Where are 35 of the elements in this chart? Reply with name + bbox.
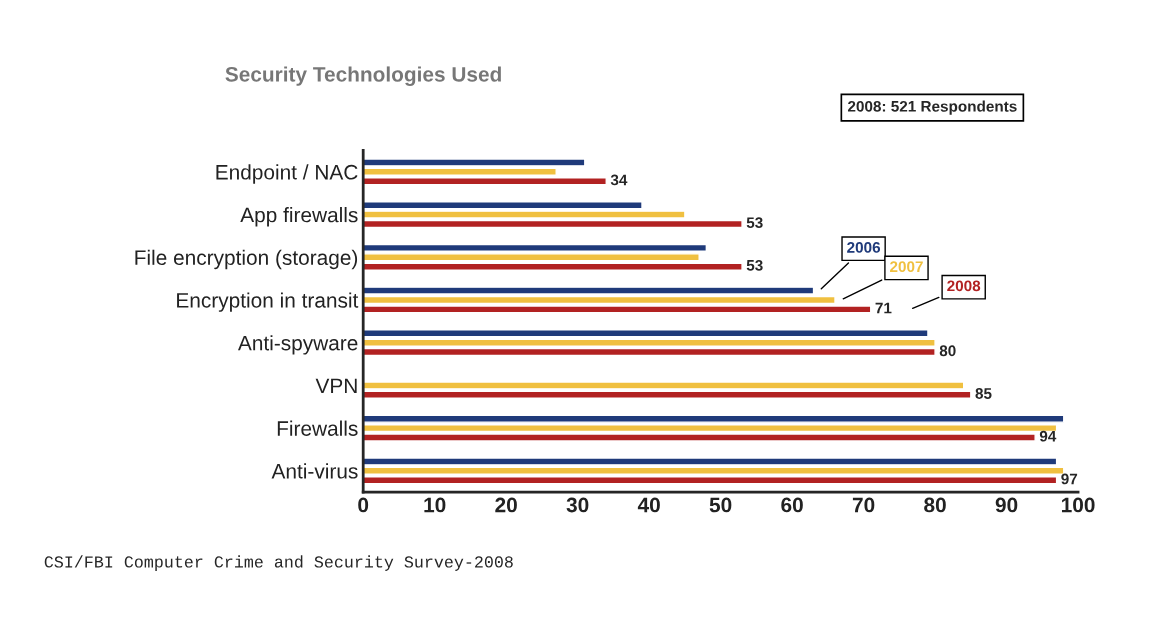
data-label: 34 (610, 174, 628, 186)
data-label: 53 (746, 217, 763, 229)
y-tick-label: Endpoint / NAC (216, 164, 358, 184)
data-label: 97 (1061, 473, 1078, 485)
x-tick-label: 0 (358, 497, 369, 513)
text: 2008 (947, 280, 981, 292)
x-tick-label: 10 (424, 497, 446, 513)
text: 2006 (847, 242, 881, 253)
text: 2008: 521 Respondents (847, 100, 1017, 115)
x-tick-label: 90 (995, 497, 1018, 513)
text: 2007 (890, 261, 923, 273)
x-tick-label: 80 (924, 497, 946, 513)
x-tick-label: 70 (852, 497, 875, 513)
data-label: 94 (1039, 430, 1057, 442)
x-tick-label: 60 (781, 497, 803, 513)
x-tick-label: 100 (1061, 497, 1095, 513)
x-tick-label: 30 (566, 497, 589, 513)
y-tick-label: Anti-virus (271, 463, 358, 479)
y-tick-label: File encryption (storage) (135, 249, 358, 270)
x-tick-label: 40 (637, 497, 660, 513)
x-tick-label: 20 (495, 497, 517, 513)
x-tick-label: 50 (709, 497, 732, 513)
data-label: 71 (875, 302, 892, 314)
bar (363, 329, 929, 338)
bar (363, 262, 743, 271)
y-tick-label: Encryption in transit (177, 292, 359, 312)
y-tick-label: Anti-spyware (237, 335, 358, 355)
y-tick-label: VPN (315, 378, 357, 393)
data-label: 53 (746, 259, 763, 271)
text: CSI/FBI Computer Crime and Security Survey-2008 (44, 555, 513, 571)
data-label: 80 (939, 345, 956, 357)
y-tick-label: App firewalls (240, 207, 358, 227)
y-tick-label: Firewalls (277, 420, 358, 436)
data-label: 85 (975, 388, 992, 399)
chart-title: Security Technologies Used (225, 66, 501, 86)
